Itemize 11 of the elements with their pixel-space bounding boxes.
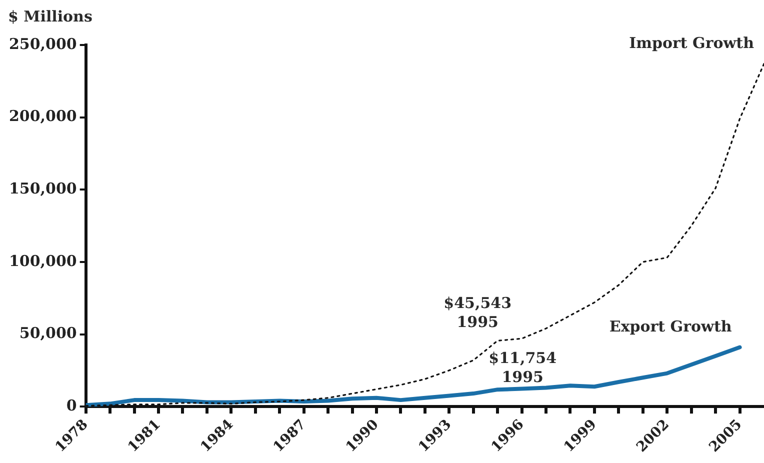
y-axis-title: $ Millions bbox=[8, 7, 92, 26]
annotation: $45,543 1995 bbox=[444, 294, 512, 332]
y-tick-label: 100,000 bbox=[8, 252, 77, 270]
y-tick-label: 50,000 bbox=[19, 324, 77, 342]
series-label: Import Growth bbox=[629, 34, 754, 52]
y-tick-label: 0 bbox=[66, 396, 77, 414]
y-tick-label: 200,000 bbox=[8, 107, 77, 126]
y-tick-label: 150,000 bbox=[8, 180, 77, 198]
series-label: Export Growth bbox=[609, 318, 732, 336]
y-tick-label: 250,000 bbox=[8, 34, 77, 53]
annotation: $11,754 1995 bbox=[488, 348, 557, 386]
